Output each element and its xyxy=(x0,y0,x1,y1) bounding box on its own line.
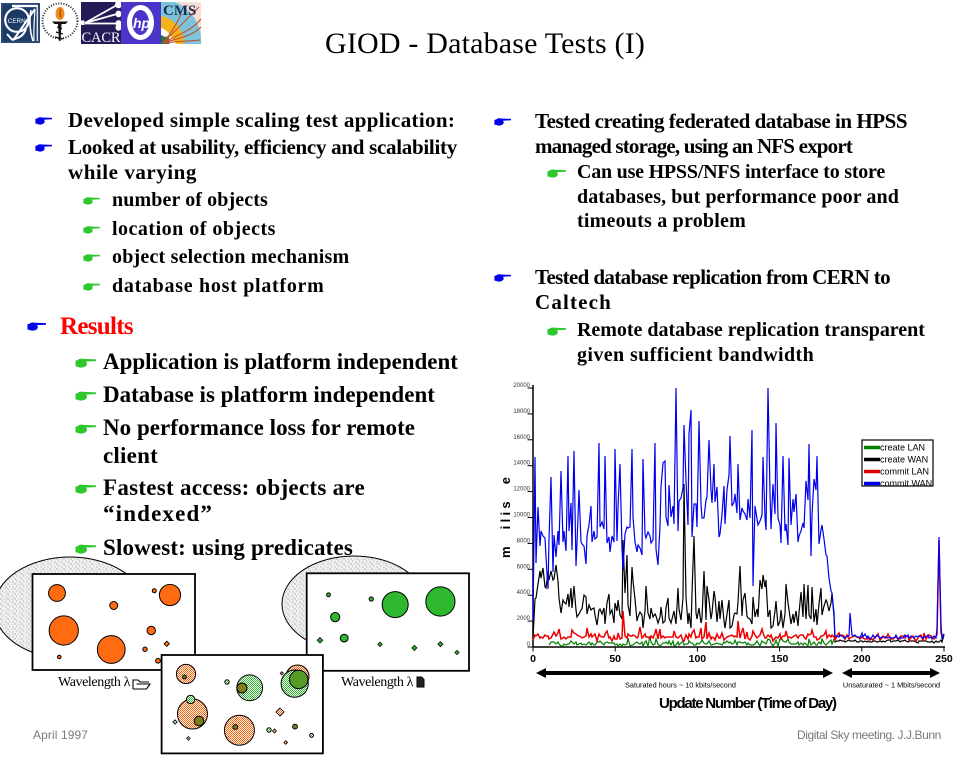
svg-text:12000: 12000 xyxy=(513,487,530,493)
svg-text:2000: 2000 xyxy=(517,616,531,622)
svg-text:CERN: CERN xyxy=(8,18,26,25)
svg-text:commit WAN: commit WAN xyxy=(880,479,932,489)
svg-text:100: 100 xyxy=(689,653,707,665)
svg-text:Unsaturated ~ 1 Mbits/second: Unsaturated ~ 1 Mbits/second xyxy=(843,681,940,690)
svg-text:20000: 20000 xyxy=(513,383,530,389)
svg-text:6000: 6000 xyxy=(517,564,531,570)
svg-text:0: 0 xyxy=(527,642,531,648)
svg-text:CACR: CACR xyxy=(82,30,121,46)
svg-text:hp: hp xyxy=(133,15,151,31)
svg-text:commit LAN: commit LAN xyxy=(880,467,929,477)
svg-text:Saturated hours ~ 10 kbits/sec: Saturated hours ~ 10 kbits/second xyxy=(625,681,736,690)
svg-text:create LAN: create LAN xyxy=(880,443,925,453)
svg-text:150: 150 xyxy=(771,653,789,665)
svg-text:m ilis e: m ilis e xyxy=(498,477,513,558)
svg-text:200: 200 xyxy=(853,653,871,665)
svg-text:50: 50 xyxy=(609,653,621,665)
svg-text:18000: 18000 xyxy=(513,409,530,415)
svg-text:8000: 8000 xyxy=(517,538,531,544)
svg-text:CMS: CMS xyxy=(163,3,196,19)
svg-text:250: 250 xyxy=(935,653,953,665)
svg-text:14000: 14000 xyxy=(513,461,530,467)
svg-text:4000: 4000 xyxy=(517,590,531,596)
svg-text:10000: 10000 xyxy=(513,513,530,519)
svg-text:Update Number (Time of Day): Update Number (Time of Day) xyxy=(659,695,837,712)
svg-text:create WAN: create WAN xyxy=(880,455,928,465)
svg-text:16000: 16000 xyxy=(513,435,530,441)
svg-text:0: 0 xyxy=(530,653,536,665)
